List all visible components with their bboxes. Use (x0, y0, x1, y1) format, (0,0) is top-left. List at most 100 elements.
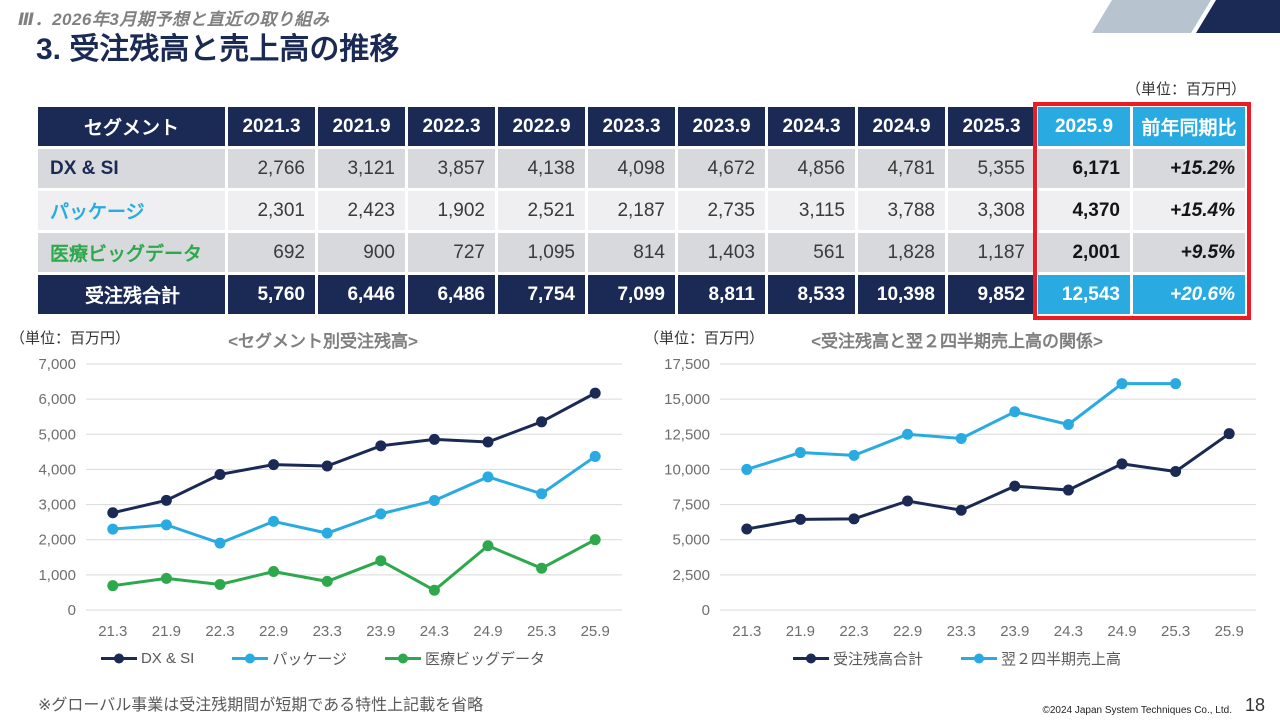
value-cell: 1,403 (675, 230, 768, 275)
data-point (741, 523, 753, 535)
data-point (1116, 378, 1128, 390)
segment-label: パッケージ (35, 188, 228, 233)
data-point (1009, 480, 1021, 492)
value-cell: 1,187 (945, 230, 1038, 275)
data-point (214, 537, 226, 549)
x-axis-tick: 23.3 (313, 623, 342, 640)
x-axis-tick: 22.9 (893, 623, 922, 640)
data-point (902, 495, 914, 507)
total-value-cell: 10,398 (855, 272, 948, 317)
total-value-cell: 8,533 (765, 272, 858, 317)
data-point (268, 515, 280, 527)
table-row: DX & SI 2,766 3,121 3,857 4,138 4,098 4,672 4,8… (35, 146, 1248, 191)
decor-parallelogram-dark (1196, 0, 1280, 33)
y-axis-tick: 0 (702, 602, 710, 619)
x-axis-tick: 25.3 (1161, 623, 1190, 640)
legend-item: パッケージ (232, 648, 347, 669)
footnote: ※グローバル事業は受注残期間が短期である特性上記載を省略 (38, 697, 484, 714)
y-axis-tick: 2,500 (672, 567, 710, 584)
data-point (955, 433, 967, 445)
data-point (1116, 458, 1128, 470)
y-axis-tick: 12,500 (664, 426, 710, 443)
value-cell: 2,735 (675, 188, 768, 233)
x-axis-tick: 23.9 (1000, 623, 1029, 640)
series-line (112, 455, 597, 545)
segment-label: DX & SI (35, 146, 228, 191)
x-axis-tick: 25.3 (527, 623, 556, 640)
x-axis-tick: 21.3 (98, 623, 127, 640)
value-cell: 4,856 (765, 146, 858, 191)
data-point (107, 580, 119, 592)
y-axis-tick: 10,000 (664, 461, 710, 478)
value-cell: 3,857 (405, 146, 498, 191)
series-line (746, 382, 1176, 471)
chart-title: <セグメント別受注残高> (228, 332, 418, 351)
data-point (107, 523, 119, 535)
x-axis-tick: 25.9 (581, 623, 610, 640)
data-point (794, 513, 806, 525)
data-point (428, 495, 440, 507)
table-row: パッケージ 2,301 2,423 1,902 2,521 2,187 2,735 3,115… (35, 188, 1248, 233)
yoy-cell: +9.5% (1130, 230, 1248, 275)
column-header-2021.9: 2021.9 (315, 104, 408, 149)
segment-label: 医療ビッグデータ (35, 230, 228, 275)
data-point (1009, 406, 1021, 418)
x-axis-tick: 21.9 (786, 623, 815, 640)
legend-label: 受注残高合計 (832, 651, 923, 668)
data-point (848, 449, 860, 461)
chart-backlog-vs-sales: （単位：百万円） <受注残高と翌２四半期売上高の関係> 0 2,500 5,000 7… (640, 324, 1274, 669)
x-axis-tick: 24.9 (1107, 623, 1136, 640)
total-label: 受注残合計 (35, 272, 228, 317)
data-point (536, 416, 548, 428)
table-row: 医療ビッグデータ 692 900 727 1,095 814 1,403 561 1,828 1,… (35, 230, 1248, 275)
legend-marker-icon (961, 653, 997, 664)
legend-label: 翌２四半期売上高 (1001, 651, 1122, 668)
decor-parallelogram-light (1092, 0, 1211, 33)
column-header-2025.9: 2025.9 (1035, 104, 1133, 149)
legend-item: 受注残高合計 (792, 648, 923, 669)
x-axis-tick: 24.3 (1054, 623, 1083, 640)
charts-row: （単位：百万円） <セグメント別受注残高> 0 1,000 2,000 3,000 4,… (6, 324, 1274, 669)
series-line (112, 391, 596, 515)
total-value-cell: 6,486 (405, 272, 498, 317)
data-point (794, 447, 806, 459)
x-axis-tick: 21.3 (732, 623, 761, 640)
value-cell: 3,121 (315, 146, 408, 191)
column-header-segment: セグメント (35, 104, 228, 149)
value-cell: 4,138 (495, 146, 588, 191)
total-value-cell: 6,446 (315, 272, 408, 317)
column-header-2023.9: 2023.9 (675, 104, 768, 149)
data-point (375, 440, 387, 452)
series-line (746, 432, 1231, 531)
page-title: 3. 受注残高と売上高の推移 (36, 33, 400, 66)
y-axis-tick: 15,000 (664, 391, 710, 408)
value-cell: 561 (765, 230, 858, 275)
y-axis-tick: 4,000 (38, 461, 76, 478)
legend-marker-icon (232, 653, 269, 664)
column-header-2025.3: 2025.3 (945, 104, 1038, 149)
column-header-2021.3: 2021.3 (225, 104, 318, 149)
value-cell: 1,828 (855, 230, 948, 275)
x-axis-tick: 23.9 (366, 623, 395, 640)
data-point (428, 433, 440, 445)
x-axis-tick: 22.3 (839, 623, 868, 640)
value-cell: 2,766 (225, 146, 318, 191)
data-point (160, 519, 172, 531)
y-axis-tick: 5,000 (672, 532, 710, 549)
data-point (1223, 428, 1235, 440)
page-number: 18 (1244, 695, 1265, 715)
data-point (321, 575, 333, 587)
data-point (536, 488, 548, 500)
data-point (536, 562, 548, 574)
data-point (375, 555, 387, 567)
x-axis-tick: 21.9 (152, 623, 181, 640)
data-point (902, 428, 914, 440)
y-axis-tick: 7,000 (38, 356, 76, 373)
value-cell: 4,672 (675, 146, 768, 191)
total-value-cell: 7,099 (585, 272, 678, 317)
total-value-cell: 5,760 (225, 272, 318, 317)
value-cell: 4,781 (855, 146, 948, 191)
data-point (107, 507, 119, 519)
total-value-cell: 8,811 (675, 272, 768, 317)
chart-segment-backlog: （単位：百万円） <セグメント別受注残高> 0 1,000 2,000 3,000 4,… (6, 324, 640, 669)
